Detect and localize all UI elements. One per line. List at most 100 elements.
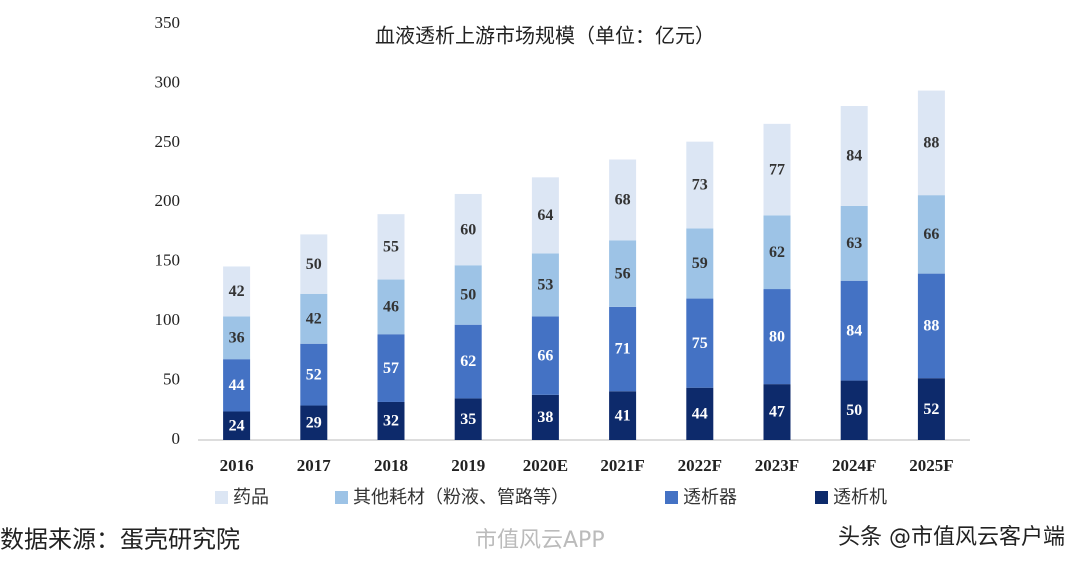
bar-segment bbox=[531, 394, 559, 440]
bar-segment bbox=[686, 298, 714, 388]
bar-segment bbox=[531, 253, 559, 317]
bar-segment bbox=[609, 159, 637, 241]
value-label: 55 bbox=[383, 239, 399, 256]
y-tick-label: 50 bbox=[163, 369, 180, 388]
value-label: 29 bbox=[306, 414, 322, 431]
value-label: 24 bbox=[229, 417, 245, 434]
source: 数据来源：蛋壳研究院 bbox=[0, 527, 240, 554]
bar-segment bbox=[377, 401, 405, 440]
value-label: 53 bbox=[537, 277, 553, 294]
value-label: 84 bbox=[846, 148, 862, 165]
y-tick-label: 100 bbox=[155, 310, 181, 329]
value-label: 52 bbox=[923, 401, 939, 418]
bar-segment bbox=[840, 280, 868, 381]
y-tick-label: 300 bbox=[155, 72, 181, 91]
value-label: 46 bbox=[383, 299, 399, 316]
bar-segment bbox=[223, 411, 251, 440]
bar-segment bbox=[917, 90, 945, 196]
bar-segment bbox=[454, 398, 482, 440]
bar-segment bbox=[223, 316, 251, 360]
legend-label: 其他耗材（粉液、管路等） bbox=[353, 487, 569, 507]
bar-segment bbox=[454, 324, 482, 399]
value-label: 50 bbox=[460, 287, 476, 304]
value-label: 75 bbox=[692, 335, 708, 352]
y-tick-label: 250 bbox=[155, 132, 181, 151]
value-label: 73 bbox=[692, 177, 708, 194]
bar-segment bbox=[454, 193, 482, 266]
legend-label: 药品 bbox=[233, 487, 269, 507]
x-tick-label: 2024F bbox=[832, 456, 876, 475]
value-label: 42 bbox=[306, 310, 322, 327]
bar-segment bbox=[917, 195, 945, 274]
legend-label: 透析机 bbox=[833, 487, 887, 507]
bar-segment bbox=[763, 384, 791, 440]
y-tick-label: 200 bbox=[155, 191, 181, 210]
legend-swatch bbox=[215, 491, 228, 504]
value-label: 36 bbox=[229, 329, 245, 346]
value-label: 88 bbox=[923, 135, 939, 152]
value-label: 38 bbox=[537, 409, 553, 426]
value-label: 62 bbox=[769, 244, 785, 261]
bar-segment bbox=[763, 215, 791, 290]
value-label: 44 bbox=[229, 377, 245, 394]
value-label: 80 bbox=[769, 328, 785, 345]
value-label: 77 bbox=[769, 161, 785, 178]
value-label: 84 bbox=[846, 322, 862, 339]
bar-segment bbox=[609, 240, 637, 307]
bar-segment bbox=[763, 123, 791, 216]
bar-segment bbox=[300, 405, 328, 440]
value-label: 56 bbox=[615, 265, 631, 282]
bar-segment bbox=[917, 378, 945, 440]
x-tick-label: 2016 bbox=[220, 456, 254, 475]
x-tick-label: 2020E bbox=[523, 456, 568, 475]
value-label: 68 bbox=[615, 192, 631, 209]
bar-segment bbox=[686, 141, 714, 229]
watermark: 头条 @市值风云客户端 bbox=[838, 525, 1065, 550]
value-label: 63 bbox=[846, 235, 862, 252]
value-label: 44 bbox=[692, 406, 708, 423]
x-tick-label: 2022F bbox=[678, 456, 722, 475]
y-tick-label: 350 bbox=[155, 13, 181, 32]
x-tick-label: 2025F bbox=[909, 456, 953, 475]
legend-swatch bbox=[665, 491, 678, 504]
bar-segment bbox=[300, 234, 328, 294]
x-tick-label: 2018 bbox=[374, 456, 408, 475]
value-label: 62 bbox=[460, 353, 476, 370]
value-label: 50 bbox=[846, 402, 862, 419]
value-label: 52 bbox=[306, 366, 322, 383]
x-tick-label: 2021F bbox=[600, 456, 644, 475]
value-label: 59 bbox=[692, 255, 708, 272]
bar-segment bbox=[917, 273, 945, 379]
value-label: 66 bbox=[537, 347, 553, 364]
x-tick-label: 2019 bbox=[451, 456, 485, 475]
bar-segment bbox=[223, 359, 251, 412]
bar-segment bbox=[840, 205, 868, 281]
bar-segment bbox=[840, 380, 868, 440]
bar-segment bbox=[686, 228, 714, 299]
bar-segment bbox=[377, 334, 405, 402]
bar-segment bbox=[300, 343, 328, 406]
chart-title: 血液透析上游市场规模（单位：亿元） bbox=[375, 25, 715, 48]
bar-segment bbox=[686, 387, 714, 440]
value-label: 57 bbox=[383, 360, 399, 377]
x-tick-label: 2023F bbox=[755, 456, 799, 475]
value-label: 88 bbox=[923, 318, 939, 335]
bar-segment bbox=[531, 316, 559, 395]
value-label: 35 bbox=[460, 411, 476, 428]
value-label: 60 bbox=[460, 221, 476, 238]
bar-segment bbox=[377, 214, 405, 280]
y-tick-label: 0 bbox=[172, 429, 181, 448]
bar-segment bbox=[840, 106, 868, 206]
bar-segment bbox=[609, 391, 637, 440]
value-label: 66 bbox=[923, 226, 939, 243]
watermark: 市值风云APP bbox=[475, 528, 605, 553]
value-label: 71 bbox=[615, 341, 631, 358]
value-label: 32 bbox=[383, 413, 399, 430]
bar-segment bbox=[300, 293, 328, 344]
bar-segment bbox=[609, 306, 637, 392]
value-label: 41 bbox=[615, 407, 631, 424]
value-label: 42 bbox=[229, 283, 245, 300]
value-label: 50 bbox=[306, 256, 322, 273]
bar-segment bbox=[763, 289, 791, 385]
